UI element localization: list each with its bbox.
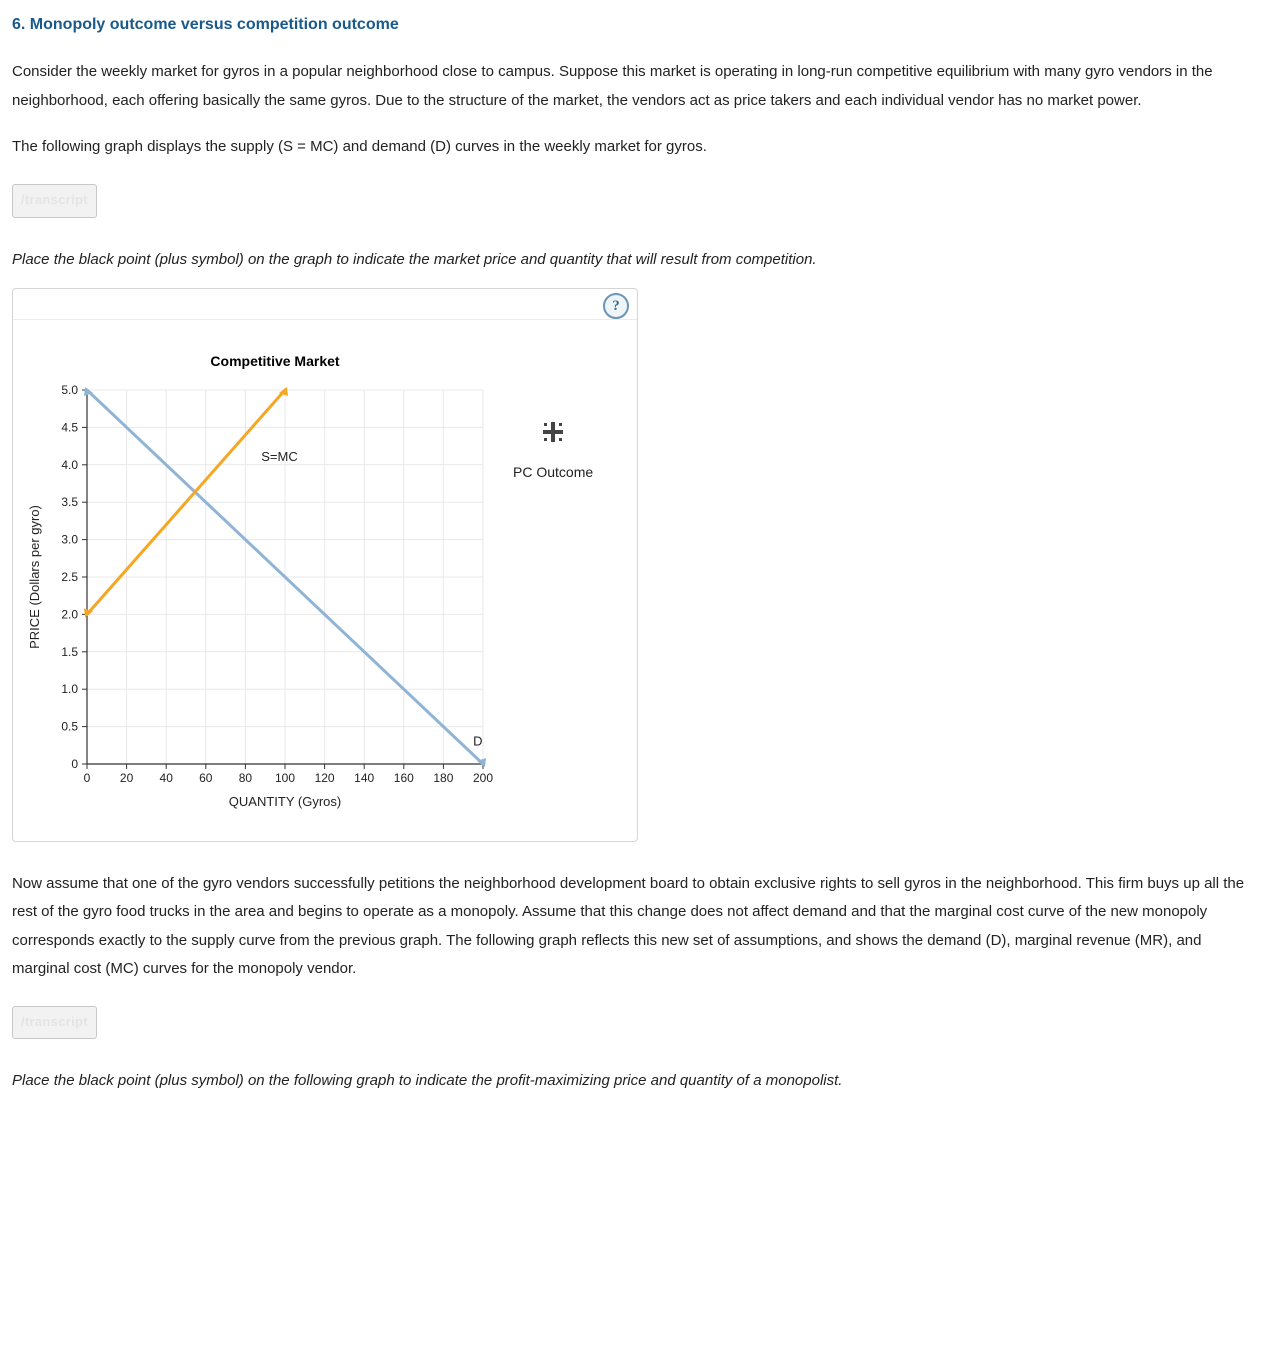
svg-text:140: 140 bbox=[354, 771, 374, 785]
pc-outcome-tool[interactable]: PC Outcome bbox=[513, 420, 593, 485]
transcript-button-2[interactable]: /transcript bbox=[12, 1006, 97, 1040]
graph-toolbar: ? bbox=[13, 289, 637, 320]
graph-panel-competitive: ? 0 20 40 60 80 100 120 140 160 180 200 0 0.5 1.0 1.5 2… bbox=[12, 288, 638, 842]
paragraph-intro: Consider the weekly market for gyros in … bbox=[12, 58, 1250, 115]
svg-text:5.0: 5.0 bbox=[61, 383, 78, 397]
svg-text:3.0: 3.0 bbox=[61, 533, 78, 547]
svg-text:Competitive Market: Competitive Market bbox=[210, 353, 339, 369]
svg-text:100: 100 bbox=[275, 771, 295, 785]
paragraph-graph-intro: The following graph displays the supply … bbox=[12, 133, 1250, 162]
svg-text:S=MC: S=MC bbox=[261, 449, 297, 464]
svg-text:QUANTITY (Gyros): QUANTITY (Gyros) bbox=[229, 794, 341, 809]
svg-text:4.0: 4.0 bbox=[61, 458, 78, 472]
svg-text:80: 80 bbox=[239, 771, 253, 785]
pc-outcome-label: PC Outcome bbox=[513, 464, 593, 480]
svg-text:1.5: 1.5 bbox=[61, 645, 78, 659]
svg-text:0.5: 0.5 bbox=[61, 720, 78, 734]
svg-text:40: 40 bbox=[160, 771, 174, 785]
instruction-monopoly: Place the black point (plus symbol) on t… bbox=[12, 1067, 1250, 1096]
svg-text:D: D bbox=[473, 733, 482, 748]
svg-text:2.0: 2.0 bbox=[61, 607, 78, 621]
svg-text:20: 20 bbox=[120, 771, 134, 785]
svg-text:PRICE (Dollars per gyro): PRICE (Dollars per gyro) bbox=[27, 505, 42, 649]
svg-text:0: 0 bbox=[84, 771, 91, 785]
svg-text:180: 180 bbox=[433, 771, 453, 785]
svg-text:160: 160 bbox=[394, 771, 414, 785]
plus-marker-icon bbox=[541, 420, 565, 444]
svg-text:2.5: 2.5 bbox=[61, 570, 78, 584]
help-icon[interactable]: ? bbox=[603, 293, 629, 319]
svg-text:60: 60 bbox=[199, 771, 213, 785]
svg-text:200: 200 bbox=[473, 771, 493, 785]
instruction-competitive: Place the black point (plus symbol) on t… bbox=[12, 246, 1250, 275]
svg-text:1.0: 1.0 bbox=[61, 682, 78, 696]
svg-text:0: 0 bbox=[71, 757, 78, 771]
graph-body[interactable]: 0 20 40 60 80 100 120 140 160 180 200 0 0.5 1.0 1.5 2.0… bbox=[13, 320, 637, 841]
transcript-button[interactable]: /transcript bbox=[12, 184, 97, 218]
question-heading: 6. Monopoly outcome versus competition o… bbox=[12, 10, 1250, 40]
paragraph-monopoly: Now assume that one of the gyro vendors … bbox=[12, 870, 1250, 984]
chart-svg[interactable]: 0 20 40 60 80 100 120 140 160 180 200 0 0.5 1.0 1.5 2.0… bbox=[23, 330, 503, 820]
svg-text:4.5: 4.5 bbox=[61, 420, 78, 434]
svg-text:120: 120 bbox=[315, 771, 335, 785]
svg-text:3.5: 3.5 bbox=[61, 495, 78, 509]
